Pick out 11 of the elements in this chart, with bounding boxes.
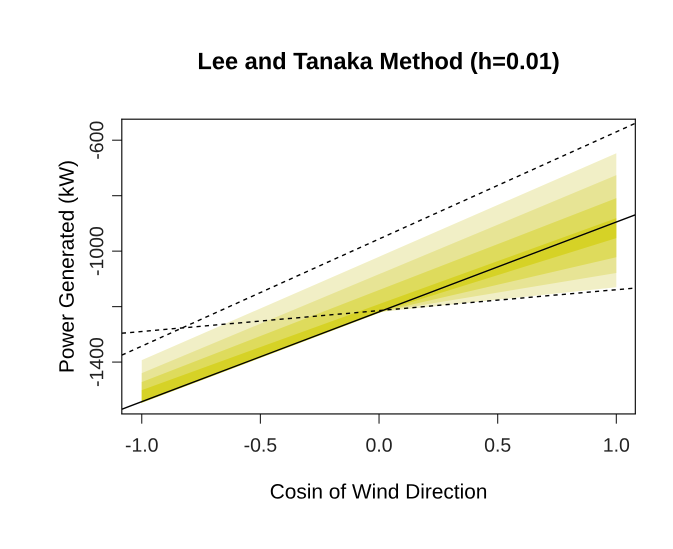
y-axis-title: Power Generated (kW) [58, 161, 78, 372]
chart-title: Lee and Tanaka Method (h=0.01) [198, 52, 559, 74]
y-tick-label: -600 [90, 122, 104, 159]
x-tick-label: 0.0 [366, 438, 392, 452]
x-tick-label: -1.0 [126, 438, 158, 452]
x-tick-label: -0.5 [244, 438, 276, 452]
x-tick-label: 1.0 [604, 438, 630, 452]
x-axis-title: Cosin of Wind Direction [270, 483, 486, 499]
y-tick-label: -1000 [90, 227, 104, 276]
x-tick-label: 0.5 [484, 438, 510, 452]
y-tick-label: -1400 [90, 338, 104, 386]
